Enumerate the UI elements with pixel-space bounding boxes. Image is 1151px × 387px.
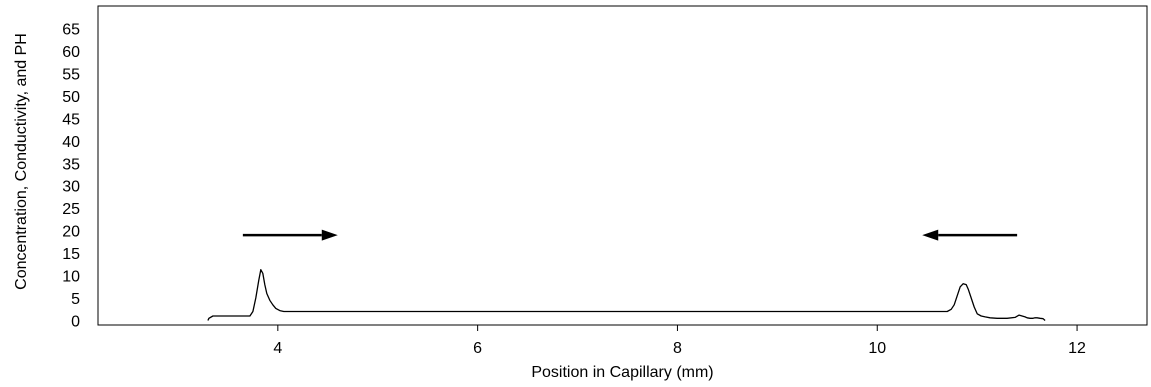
annotation-layer xyxy=(242,229,1018,241)
arrow-head xyxy=(922,229,939,241)
x-tick-label: 4 xyxy=(273,340,282,357)
plot-area-border xyxy=(97,5,1148,326)
x-tick-label: 12 xyxy=(1068,340,1086,357)
y-tick-label: 15 xyxy=(62,246,80,263)
y-axis-label: Concentration, Conductivity, and PH xyxy=(13,33,30,290)
plot-frame xyxy=(97,5,1148,326)
y-tick-label: 45 xyxy=(62,111,80,128)
y-tick-label: 25 xyxy=(62,201,80,218)
series-line xyxy=(207,269,1046,321)
y-tick-label: 10 xyxy=(62,269,80,286)
arrow-head xyxy=(321,229,338,241)
y-tick-label: 50 xyxy=(62,89,80,106)
x-tick-label: 6 xyxy=(473,340,482,357)
y-tick-label: 5 xyxy=(71,291,80,308)
x-axis: 4 6 8 10 12 xyxy=(273,325,1086,357)
y-axis: 0 5 10 15 20 25 30 35 40 45 50 55 60 65 xyxy=(62,21,80,330)
x-axis-label: Position in Capillary (mm) xyxy=(531,364,713,381)
y-tick-label: 60 xyxy=(62,44,80,61)
y-tick-label: 55 xyxy=(62,66,80,83)
y-tick-label: 30 xyxy=(62,179,80,196)
arrow-left xyxy=(922,229,1018,241)
series-layer xyxy=(207,269,1046,321)
y-tick-label: 65 xyxy=(62,21,80,38)
y-tick-label: 35 xyxy=(62,156,80,173)
x-tick-label: 10 xyxy=(868,340,886,357)
y-tick-label: 20 xyxy=(62,224,80,241)
x-tick-label: 8 xyxy=(673,340,682,357)
arrow-right xyxy=(242,229,338,241)
y-tick-label: 40 xyxy=(62,134,80,151)
y-tick-label: 0 xyxy=(71,314,80,331)
